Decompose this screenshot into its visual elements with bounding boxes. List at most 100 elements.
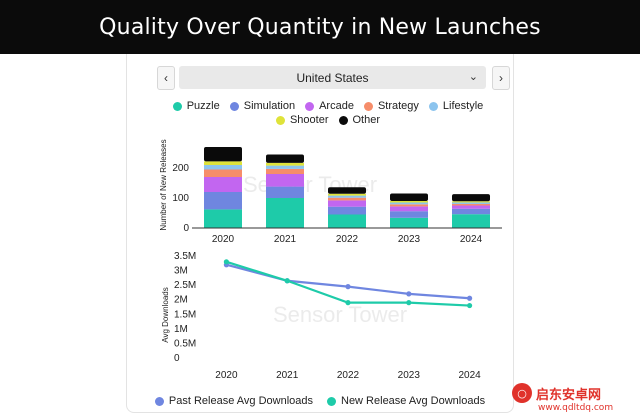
data-point-new-release-avg-downloads: [284, 278, 290, 284]
x-tick-label: 2021: [276, 370, 299, 381]
y-tick-label: 1.5M: [174, 309, 196, 320]
series-line-past-release-avg-downloads: [226, 263, 470, 300]
legend-label: Other: [352, 114, 381, 126]
bar-segment-shooter: [328, 193, 366, 196]
data-point-new-release-avg-downloads: [345, 300, 351, 306]
bar-segment-lifestyle: [328, 195, 366, 198]
site-badge-url: www.qdltdq.com: [538, 403, 614, 413]
bar-segment-simulation: [390, 211, 428, 218]
legend-label: Shooter: [289, 114, 329, 126]
legend-marker-icon: [428, 101, 438, 111]
site-badge-name: 启东安卓网: [536, 387, 602, 403]
data-point-past-release-avg-downloads: [467, 295, 473, 301]
y-tick-label: 3.5M: [174, 251, 196, 262]
legend-label: Arcade: [319, 100, 354, 112]
y-tick-label: 0.5M: [174, 338, 196, 349]
chevron-right-icon: ›: [499, 71, 503, 85]
y-tick-label: 2.5M: [174, 280, 196, 291]
data-point-new-release-avg-downloads: [467, 302, 473, 309]
bar-segment-other: [390, 193, 428, 201]
legend-item-past-release-avg-downloads[interactable]: Past Release Avg Downloads: [154, 395, 313, 407]
y-tick-label: 0: [183, 223, 189, 234]
bar-segment-strategy: [328, 197, 366, 201]
country-select-value: United States: [296, 70, 369, 85]
bar-segment-strategy: [204, 169, 242, 177]
legend-item-lifestyle[interactable]: Lifestyle: [428, 100, 484, 112]
y-tick-label: 1M: [174, 324, 188, 335]
bar-segment-puzzle: [328, 214, 366, 228]
next-button[interactable]: ›: [492, 66, 510, 90]
bar-segment-puzzle: [266, 198, 304, 228]
bar-segment-arcade: [390, 206, 428, 212]
legend-item-strategy[interactable]: Strategy: [363, 100, 419, 112]
legend-item-simulation[interactable]: Simulation: [229, 100, 296, 112]
bar-segment-lifestyle: [204, 165, 242, 170]
bar-segment-lifestyle: [390, 202, 428, 205]
legend-label: Simulation: [243, 100, 296, 112]
bar-segment-shooter: [204, 161, 242, 165]
legend-label: Past Release Avg Downloads: [168, 395, 313, 407]
legend-label: Puzzle: [186, 100, 220, 112]
legend-marker-icon: [229, 101, 239, 111]
series-line-new-release-avg-downloads: [226, 260, 470, 307]
legend-label: Lifestyle: [442, 100, 484, 112]
x-tick-label: 2020: [215, 370, 238, 381]
bar-segment-simulation: [204, 192, 242, 210]
legend-label: Strategy: [377, 100, 419, 112]
site-logo-icon: ○: [512, 383, 532, 403]
title-banner: Quality Over Quantity in New Launches: [0, 0, 640, 54]
y-axis-title: Number of New Releases: [159, 139, 168, 230]
previous-button[interactable]: ‹: [157, 66, 175, 90]
bar-segment-arcade: [328, 200, 366, 207]
data-point-new-release-avg-downloads: [223, 259, 229, 265]
legend-item-new-release-avg-downloads[interactable]: New Release Avg Downloads: [327, 395, 485, 407]
bar-segment-shooter: [390, 201, 428, 203]
site-badge: ○ 启东安卓网 www.qdltdq.com: [512, 380, 638, 416]
legend-marker-icon: [327, 396, 336, 406]
y-tick-label: 2M: [174, 295, 188, 306]
bar-segment-puzzle: [452, 214, 490, 228]
country-select[interactable]: United States ⌄: [179, 66, 486, 89]
y-tick-label: 200: [172, 163, 189, 174]
bar-segment-shooter: [266, 162, 304, 166]
y-tick-label: 3M: [174, 266, 188, 277]
bar-segment-other: [266, 154, 304, 163]
data-point-new-release-avg-downloads: [406, 300, 412, 306]
legend-item-puzzle[interactable]: Puzzle: [172, 100, 220, 112]
legend-marker-icon: [363, 101, 373, 111]
data-point-past-release-avg-downloads: [345, 284, 351, 290]
bar-segment-shooter: [452, 201, 490, 203]
x-tick-label: 2023: [398, 234, 421, 245]
legend-item-arcade[interactable]: Arcade: [305, 100, 354, 112]
banner-title: Quality Over Quantity in New Launches: [99, 14, 541, 40]
bar-segment-lifestyle: [452, 202, 490, 204]
bar-segment-arcade: [204, 177, 242, 192]
x-tick-label: 2024: [458, 370, 481, 381]
bar-segment-puzzle: [204, 209, 242, 228]
legend-item-shooter[interactable]: Shooter: [275, 114, 329, 126]
bar-segment-puzzle: [390, 217, 428, 228]
bar-segment-strategy: [390, 204, 428, 207]
line-chart-legend: Past Release Avg Downloads New Release Av…: [130, 395, 510, 407]
legend-marker-icon: [154, 396, 164, 406]
x-tick-label: 2020: [212, 234, 235, 245]
bar-segment-lifestyle: [266, 165, 304, 169]
bar-segment-strategy: [452, 204, 490, 206]
legend-marker-icon: [338, 115, 348, 125]
watermark-text: Sensor Tower: [273, 302, 407, 327]
bar-segment-other: [204, 147, 242, 162]
bar-segment-other: [452, 194, 490, 202]
bar-segment-simulation: [266, 186, 304, 198]
chevron-left-icon: ‹: [164, 71, 168, 85]
y-tick-label: 0: [174, 353, 180, 364]
bar-segment-simulation: [452, 208, 490, 215]
legend-marker-icon: [172, 101, 182, 111]
bar-segment-other: [328, 187, 366, 194]
bar-segment-arcade: [266, 174, 304, 187]
bar-segment-arcade: [452, 205, 490, 209]
legend-marker-icon: [305, 101, 315, 111]
legend-item-other[interactable]: Other: [338, 114, 381, 126]
legend-marker-icon: [275, 115, 285, 125]
x-tick-label: 2021: [274, 234, 297, 245]
